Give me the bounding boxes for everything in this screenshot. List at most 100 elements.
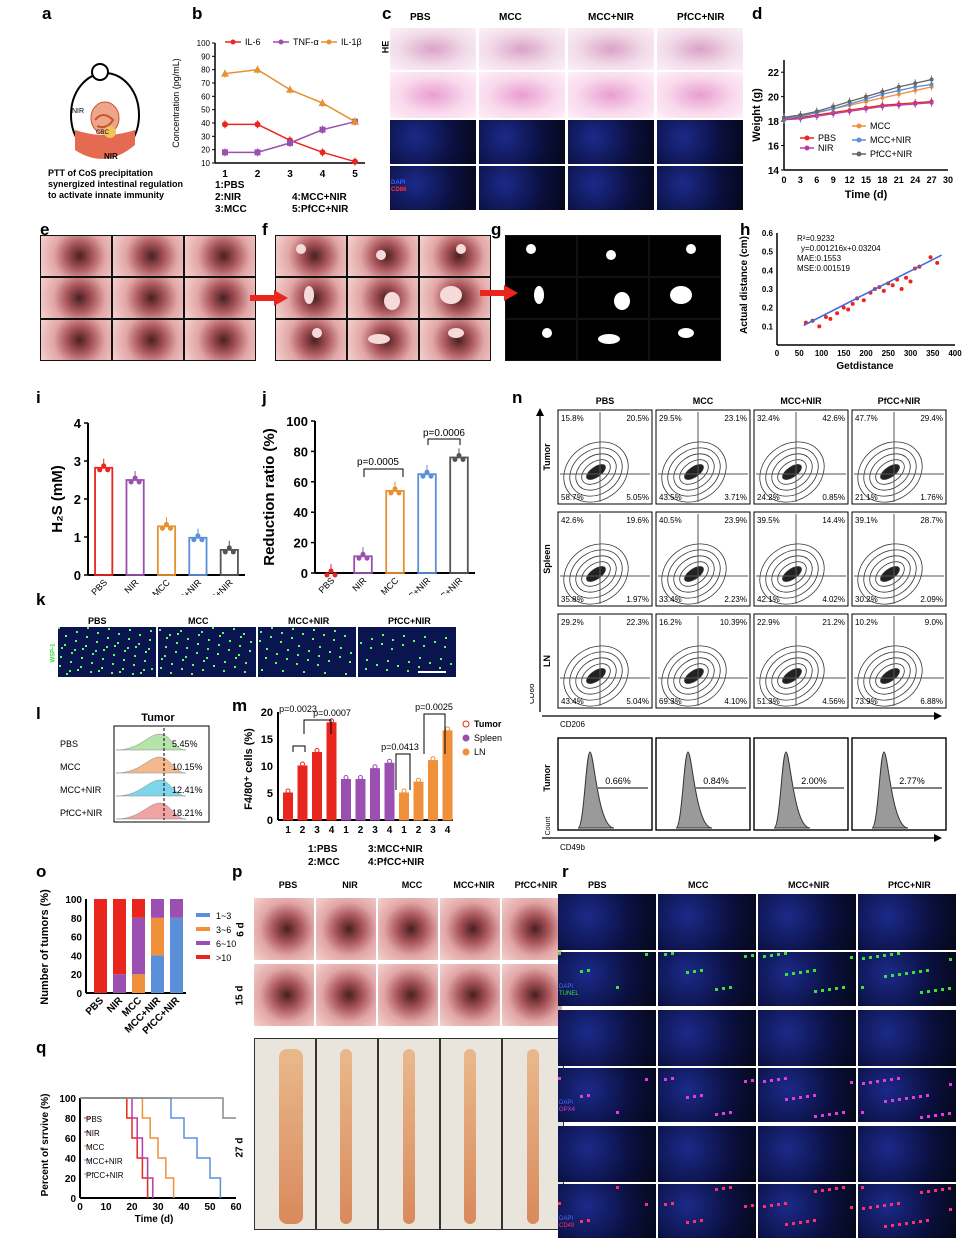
scatter-point bbox=[841, 305, 846, 310]
lesion-mask bbox=[598, 334, 620, 344]
x-tick-label: 3 bbox=[798, 175, 803, 185]
panel-label-r: r bbox=[562, 862, 569, 881]
image-f-2-1 bbox=[347, 319, 419, 361]
data-point bbox=[913, 81, 918, 86]
quadrant-value: 22.9% bbox=[757, 618, 780, 627]
x-tick-label: MCC bbox=[379, 575, 401, 595]
data-point bbox=[364, 555, 370, 561]
green-dot bbox=[371, 638, 373, 640]
signal-dot bbox=[842, 1111, 845, 1114]
survival-curve-PfCC+NIR bbox=[80, 1097, 236, 1119]
p-colon-1 bbox=[316, 1038, 378, 1230]
n-col-header: MCC+NIR bbox=[780, 396, 822, 406]
data-point bbox=[351, 117, 359, 125]
green-dot bbox=[275, 662, 277, 664]
stacked-bar-segment bbox=[170, 917, 183, 993]
green-dot bbox=[419, 657, 421, 659]
r-overview-0-3 bbox=[858, 894, 956, 950]
fluo-overview-2 bbox=[568, 120, 654, 164]
image-g-1-1 bbox=[577, 277, 649, 319]
r-zoom-1-3 bbox=[858, 1068, 956, 1122]
y-axis-title: Actual distance (cm) bbox=[739, 236, 750, 334]
panel-b-groups: 1:PBS 2:NIR 3:MCC bbox=[215, 180, 247, 216]
green-dot bbox=[333, 639, 335, 641]
hist-value: 2.77% bbox=[899, 776, 925, 786]
x-tick-label: 50 bbox=[204, 1202, 216, 1213]
signal-dot bbox=[806, 970, 809, 973]
green-dot bbox=[323, 634, 325, 636]
density-contour bbox=[569, 447, 623, 497]
n-col-header: MCC bbox=[693, 396, 714, 406]
scatter-point bbox=[935, 260, 940, 265]
signal-dot bbox=[927, 1115, 930, 1118]
image-f-2-0 bbox=[275, 319, 347, 361]
x-tick-label: 27 bbox=[927, 175, 937, 185]
histogram bbox=[871, 751, 909, 829]
signal-dot bbox=[934, 989, 937, 992]
signal-dot bbox=[587, 1219, 590, 1222]
fluo-overview-3 bbox=[657, 120, 743, 164]
signal-dot bbox=[948, 1112, 951, 1115]
density-contour bbox=[869, 453, 911, 491]
data-point bbox=[230, 549, 236, 555]
quadrant-value: 51.3% bbox=[757, 697, 780, 706]
r-overview-2-1 bbox=[658, 1126, 756, 1182]
group-2: 2:NIR bbox=[215, 192, 242, 203]
arrow-head bbox=[934, 712, 942, 720]
signal-dot bbox=[934, 1189, 937, 1192]
r-zoom-1-1 bbox=[658, 1068, 756, 1122]
image-f-0-0 bbox=[275, 235, 347, 277]
x-tick-label: PfCC+NIR bbox=[427, 575, 464, 595]
signal-dot bbox=[792, 1222, 795, 1225]
density-contour bbox=[661, 543, 727, 605]
signal-dot bbox=[806, 1220, 809, 1223]
hist-value: 2.00% bbox=[801, 776, 827, 786]
density-contour bbox=[563, 645, 629, 707]
green-dot bbox=[292, 628, 294, 630]
bar bbox=[219, 549, 239, 576]
y-tick-label: 4 bbox=[74, 416, 82, 431]
signal-dot bbox=[949, 1208, 952, 1211]
he-overview-1 bbox=[479, 28, 565, 70]
stacked-bar-segment bbox=[151, 917, 164, 956]
panel-label-h: h bbox=[740, 220, 751, 239]
caption-line-3: to activate innate immunity bbox=[48, 190, 165, 200]
legend-label: PBS bbox=[86, 1115, 102, 1124]
data-point bbox=[430, 756, 436, 762]
histogram-plot bbox=[655, 737, 751, 831]
signal-dot bbox=[861, 1111, 864, 1114]
data-point bbox=[328, 568, 334, 574]
data-point bbox=[97, 467, 103, 473]
signal-dot bbox=[897, 952, 900, 955]
density-contour bbox=[863, 651, 917, 701]
stacked-bar-segment bbox=[113, 974, 126, 993]
y-tick-label: 40 bbox=[294, 505, 308, 520]
y-tick-label: 2 bbox=[74, 492, 81, 507]
fluo-zoom-0 bbox=[390, 166, 476, 210]
bar bbox=[355, 779, 366, 821]
x-tick-label: 250 bbox=[882, 349, 896, 358]
green-dot bbox=[365, 668, 367, 670]
legend-label: MCC bbox=[870, 121, 891, 131]
signal-dot bbox=[884, 1225, 887, 1228]
n-row-label: Spleen bbox=[542, 544, 552, 574]
stacked-bar-segment bbox=[132, 899, 145, 918]
stacked-bar-segment bbox=[151, 899, 164, 918]
green-dot bbox=[265, 657, 267, 659]
legend-label: Tumor bbox=[474, 719, 502, 729]
he-zoom-1 bbox=[479, 72, 565, 118]
l-value: 18.21% bbox=[172, 808, 203, 818]
green-dot bbox=[450, 663, 452, 665]
density-contour bbox=[782, 464, 802, 480]
density-contour bbox=[673, 657, 715, 695]
p-col-header-2: MCC bbox=[401, 880, 423, 890]
image-e-2-0 bbox=[40, 319, 112, 361]
green-dot bbox=[170, 672, 172, 674]
image-g-0-1 bbox=[577, 235, 649, 277]
signal-dot bbox=[842, 1186, 845, 1189]
green-dot bbox=[224, 661, 226, 663]
legend-swatch bbox=[196, 955, 210, 959]
data-point bbox=[913, 102, 918, 106]
bar bbox=[413, 781, 424, 821]
green-dot bbox=[90, 671, 92, 673]
